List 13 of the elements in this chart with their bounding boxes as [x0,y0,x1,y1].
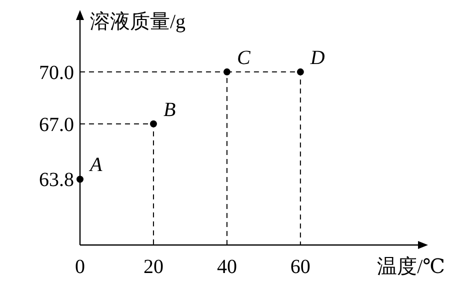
x-tick-label: 0 [75,256,85,278]
x-tick-label: 60 [290,256,310,278]
y-tick-label: 70.0 [39,62,74,84]
y-axis-title: 溶液质量/g [90,11,186,33]
y-tick-label: 63.8 [39,169,74,192]
annotation: B [163,98,176,121]
x-tick-label: 40 [216,256,237,278]
x-tick-label: 20 [143,256,164,278]
annotation: C [236,46,251,69]
x-axis-title: 温度/℃ [377,256,445,278]
annotation: A [88,154,103,176]
y-tick-label: 67.0 [39,114,74,136]
annotation: D [309,46,326,69]
